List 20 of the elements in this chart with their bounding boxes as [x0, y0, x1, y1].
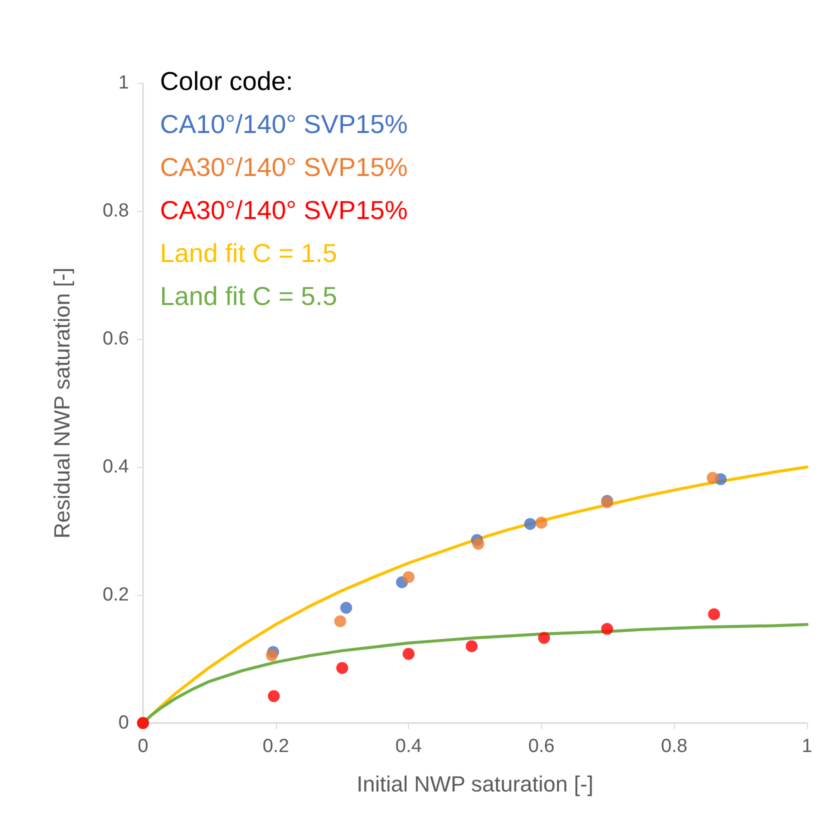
x-tick-label: 0.2 [262, 736, 290, 757]
x-tick-label: 0 [138, 736, 148, 757]
x-tick-label: 0.8 [660, 736, 688, 757]
y-tick-label: 0.2 [102, 584, 129, 606]
y-tick-label: 0.8 [102, 200, 129, 222]
y-tick-label: 0.6 [102, 328, 129, 350]
x-tick-label: 0.6 [528, 736, 555, 757]
text: Land fit C = 5.5 [160, 281, 338, 311]
text: Land fit C = 1.5 [160, 238, 338, 268]
x-tick-label: 0.4 [395, 736, 422, 757]
y-axis-title: Residual NWP saturation [-] [50, 267, 74, 539]
y-tick-label: 0.4 [102, 456, 130, 478]
y-tick-label: 1 [118, 72, 129, 94]
text: CA30°/140° SVP15% [160, 195, 408, 225]
text: CA30°/140° SVP15% [160, 152, 408, 182]
x-tick-label: 1 [802, 736, 812, 757]
y-tick-label: 0 [118, 712, 129, 734]
legend-title: Color code: [160, 66, 293, 96]
x-axis-title: Initial NWP saturation [-] [356, 772, 594, 796]
text: CA10°/140° SVP15% [160, 109, 408, 139]
